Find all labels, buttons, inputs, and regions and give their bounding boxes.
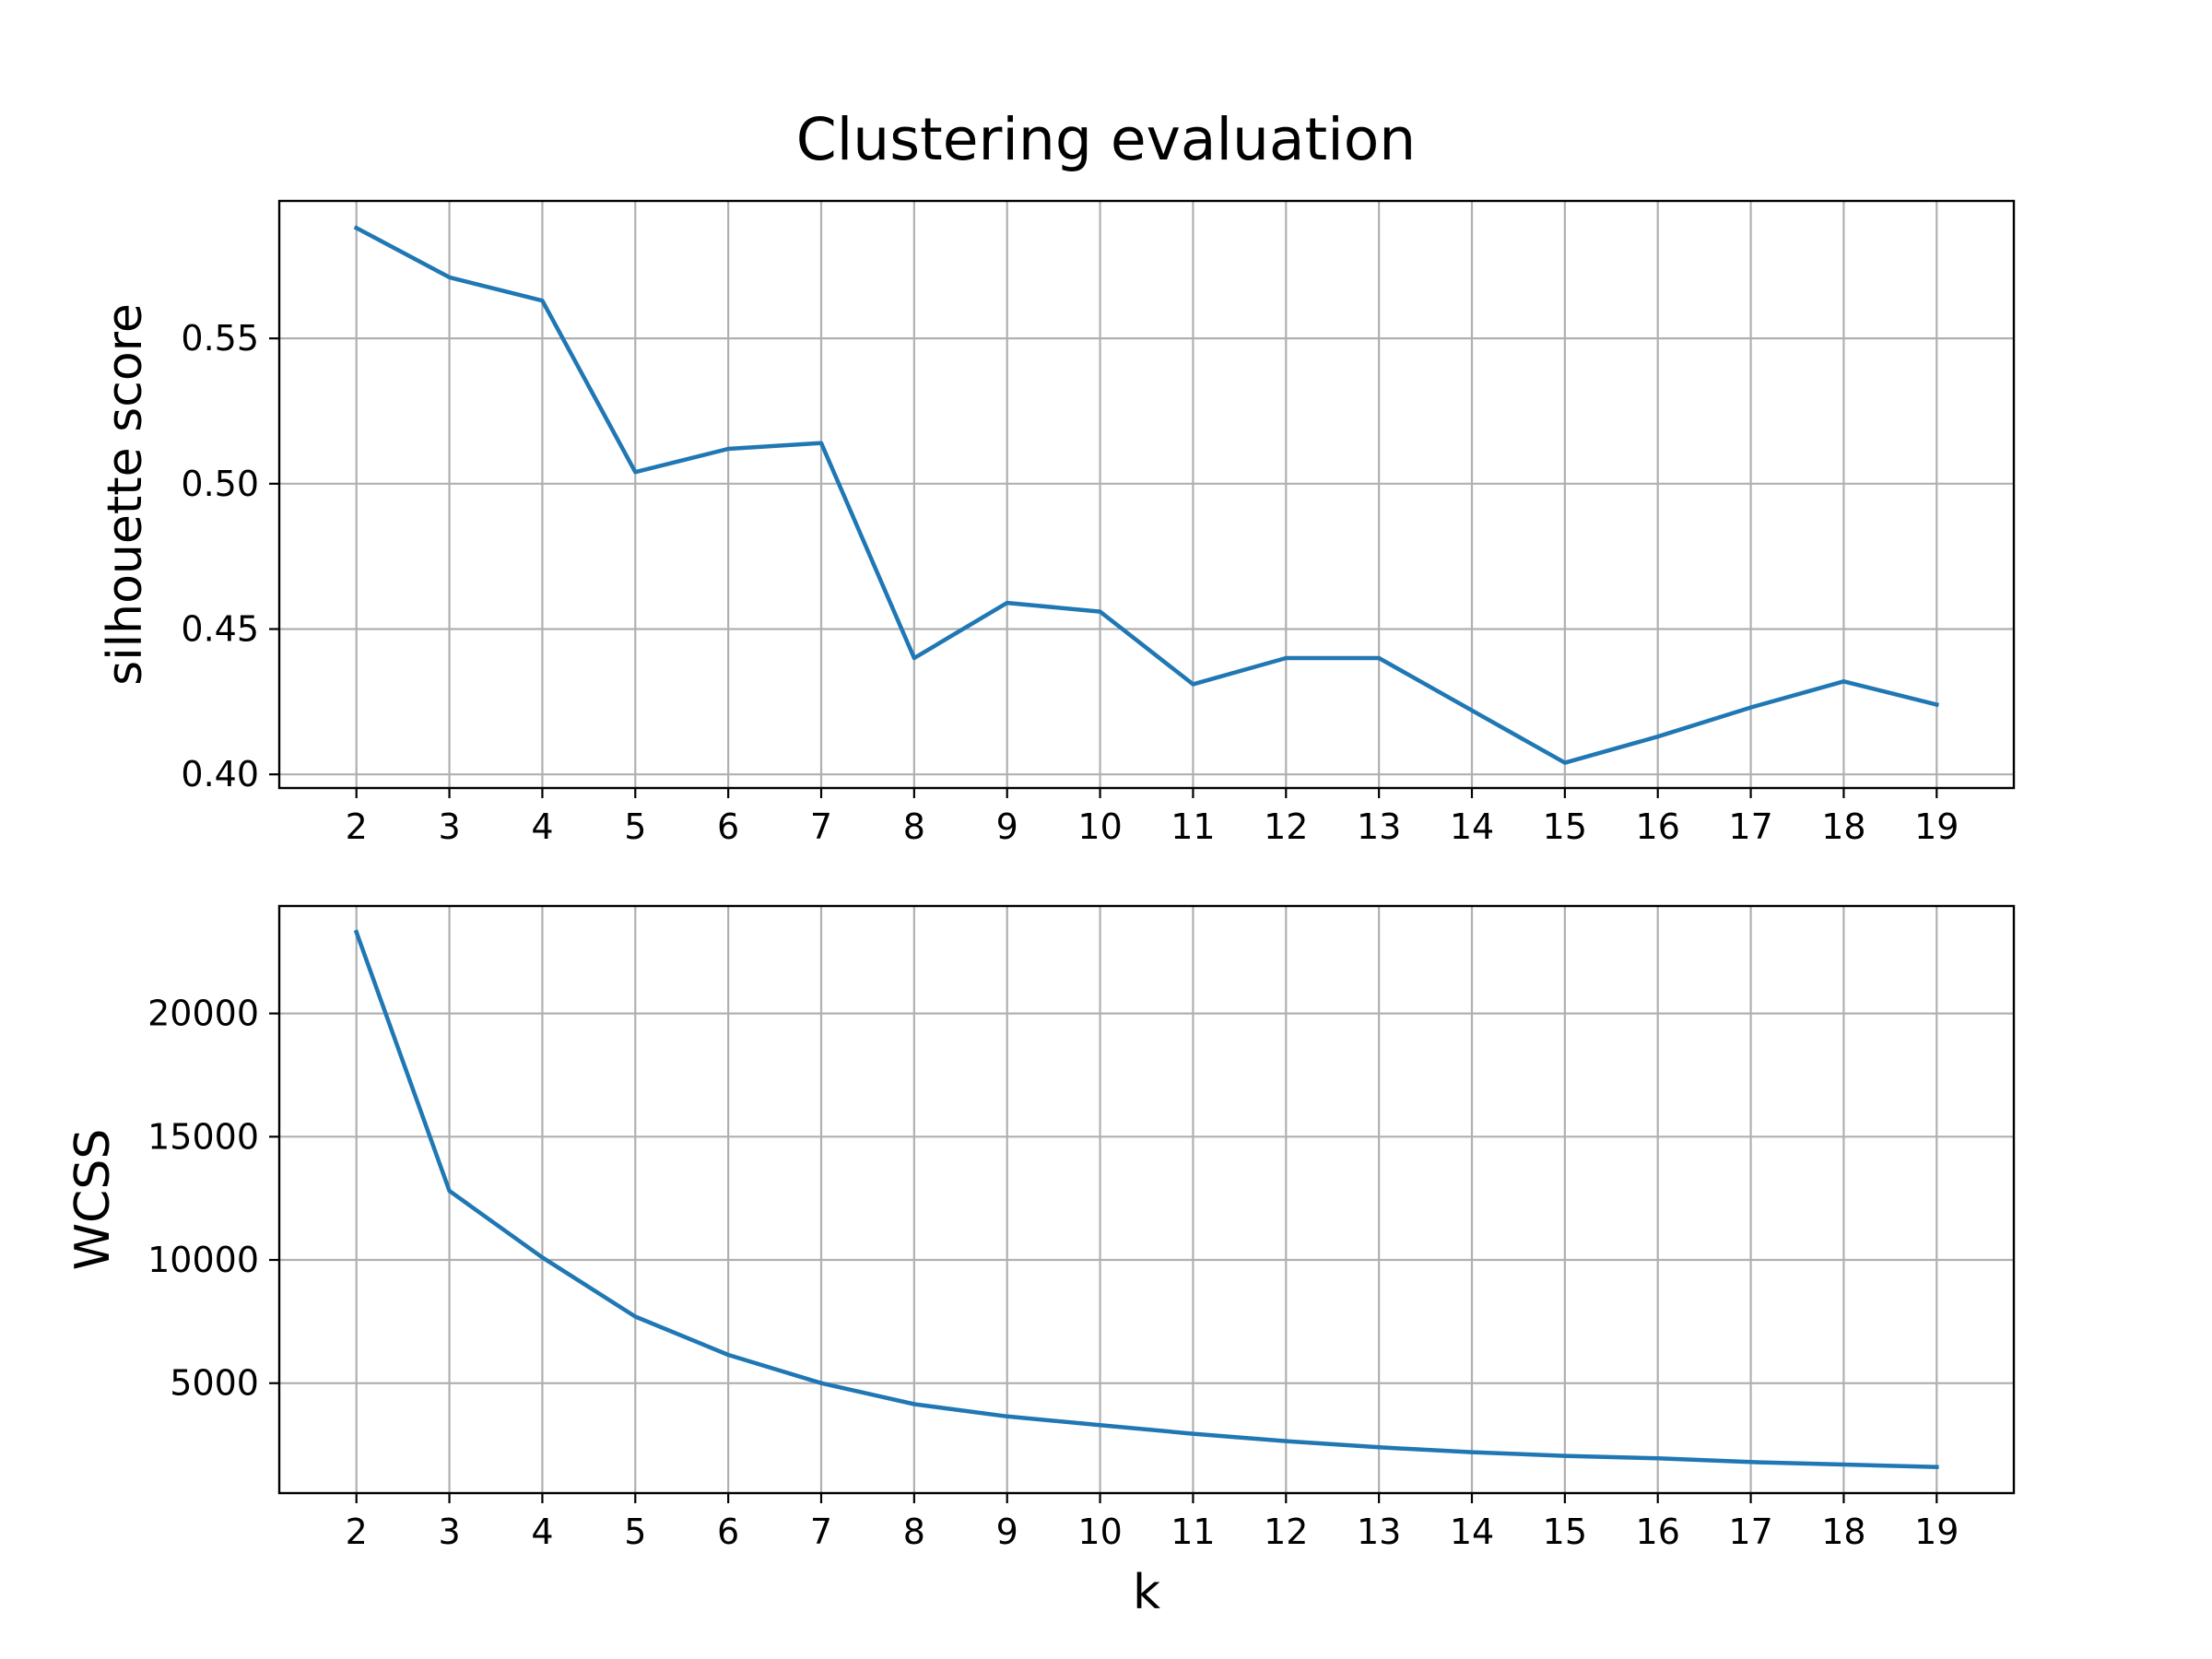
- silhouette-y-tick-label: 0.40: [181, 754, 259, 794]
- wcss-x-tick-label: 4: [531, 1512, 553, 1552]
- wcss-x-tick-label: 11: [1171, 1512, 1215, 1552]
- silhouette-axes-frame: [277, 199, 2016, 790]
- wcss-x-tick-label: 16: [1636, 1512, 1680, 1552]
- silhouette-x-tick-label: 3: [438, 806, 460, 847]
- wcss-y-tick-label: 20000: [147, 994, 259, 1034]
- wcss-x-tick-label: 8: [903, 1512, 925, 1552]
- silhouette-x-tick-label: 5: [624, 806, 646, 847]
- silhouette-x-tick-label: 2: [346, 806, 368, 847]
- wcss-x-tick-label: 14: [1450, 1512, 1494, 1552]
- silhouette-x-tick-label: 15: [1543, 806, 1587, 847]
- silhouette-x-tick-label: 14: [1450, 806, 1494, 847]
- wcss-ticks: 2 3 4 5 6 7 8 9 10 11 12 13 14 15 16 17 18 19 5000 10000 150…: [147, 994, 1959, 1552]
- silhouette-x-tick-label: 16: [1636, 806, 1680, 847]
- wcss-series-line: [353, 929, 1939, 1470]
- wcss-axes-frame: [277, 904, 2016, 1495]
- silhouette-x-tick-label: 12: [1264, 806, 1308, 847]
- wcss-x-tick-label: 12: [1264, 1512, 1308, 1552]
- silhouette-y-tick-label: 0.55: [181, 318, 259, 359]
- silhouette-y-tick-label: 0.45: [181, 609, 259, 650]
- wcss-x-tick-label: 17: [1728, 1512, 1772, 1552]
- silhouette-x-tick-label: 13: [1357, 806, 1401, 847]
- silhouette-x-tick-label: 8: [903, 806, 925, 847]
- wcss-x-tick-label: 18: [1821, 1512, 1865, 1552]
- wcss-grid: [279, 906, 2014, 1493]
- silhouette-x-tick-label: 11: [1171, 806, 1215, 847]
- silhouette-plot: 2 3 4 5 6 7 8 9 10 11 12 13 14 15 16 17 18 19 0.40 0.45 0.50…: [98, 199, 2016, 847]
- wcss-x-tick-label: 7: [810, 1512, 832, 1552]
- silhouette-x-tick-label: 7: [810, 806, 832, 847]
- wcss-x-tick-label: 2: [346, 1512, 368, 1552]
- silhouette-y-tick-label: 0.50: [181, 464, 259, 504]
- silhouette-x-tick-label: 10: [1077, 806, 1122, 847]
- silhouette-y-axis-label: silhouette score: [98, 303, 153, 686]
- wcss-x-tick-label: 15: [1543, 1512, 1587, 1552]
- figure-title: Clustering evaluation: [796, 106, 1416, 173]
- wcss-x-tick-label: 13: [1357, 1512, 1401, 1552]
- wcss-y-tick-label: 10000: [147, 1240, 259, 1280]
- wcss-x-tick-label: 19: [1914, 1512, 1959, 1552]
- wcss-plot: 2 3 4 5 6 7 8 9 10 11 12 13 14 15 16 17 18 19 5000 10000 150…: [65, 904, 2016, 1620]
- silhouette-ticks: 2 3 4 5 6 7 8 9 10 11 12 13 14 15 16 17 18 19 0.40 0.45 0.50…: [181, 318, 1959, 847]
- wcss-y-tick-label: 15000: [147, 1116, 259, 1157]
- silhouette-x-tick-label: 4: [531, 806, 553, 847]
- silhouette-x-tick-label: 17: [1728, 806, 1772, 847]
- wcss-x-tick-label: 3: [438, 1512, 460, 1552]
- wcss-y-axis-label: WCSS: [65, 1129, 121, 1271]
- silhouette-x-tick-label: 18: [1821, 806, 1865, 847]
- wcss-x-tick-label: 9: [996, 1512, 1018, 1552]
- wcss-x-axis-label: k: [1133, 1565, 1160, 1620]
- silhouette-x-tick-label: 19: [1914, 806, 1959, 847]
- wcss-y-tick-label: 5000: [170, 1363, 259, 1404]
- silhouette-x-tick-label: 6: [717, 806, 739, 847]
- silhouette-x-tick-label: 9: [996, 806, 1018, 847]
- wcss-x-tick-label: 6: [717, 1512, 739, 1552]
- wcss-x-tick-label: 5: [624, 1512, 646, 1552]
- silhouette-series-line: [353, 225, 1940, 765]
- wcss-x-tick-label: 10: [1077, 1512, 1122, 1552]
